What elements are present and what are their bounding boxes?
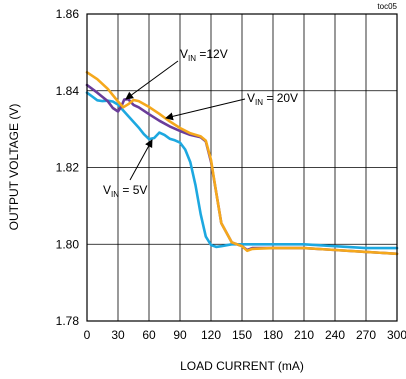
plot-frame bbox=[86, 13, 398, 322]
annotation-label-20v: VIN = 20V bbox=[247, 91, 298, 107]
y-tick-label: 1.82 bbox=[56, 161, 80, 175]
figure-id: toc05 bbox=[377, 2, 397, 11]
series-line-2 bbox=[85, 71, 399, 256]
x-axis-label: LOAD CURRENT (mA) bbox=[180, 359, 304, 373]
x-tick-label: 90 bbox=[173, 328, 187, 342]
x-tick-label: 150 bbox=[232, 328, 252, 342]
x-tick-label: 180 bbox=[263, 328, 283, 342]
y-tick-label: 1.80 bbox=[56, 237, 80, 251]
x-tick-label: 240 bbox=[325, 328, 345, 342]
tick-labels: 0 30 60 90 120 150 180 210 240 270 300 1.78 1.80 1.82… bbox=[56, 7, 406, 342]
x-tick-label: 300 bbox=[387, 328, 406, 342]
y-tick-label: 1.78 bbox=[56, 314, 80, 328]
annotation-label-12v: VIN =12V bbox=[180, 47, 228, 63]
annotation-vin-5v: VIN = 5V bbox=[103, 139, 153, 199]
series-lines bbox=[85, 71, 399, 256]
x-tick-label: 0 bbox=[84, 328, 91, 342]
annotation-vin-20v: VIN = 20V bbox=[165, 91, 298, 121]
annotation-arrow-5v bbox=[129, 139, 153, 181]
annotation-arrow-20v bbox=[165, 98, 246, 121]
x-tick-label: 120 bbox=[201, 328, 221, 342]
x-tick-label: 270 bbox=[356, 328, 376, 342]
series-line-0 bbox=[85, 91, 399, 250]
y-tick-label: 1.86 bbox=[56, 7, 80, 21]
y-axis-label: OUTPUT VOLTAGE (V) bbox=[7, 104, 21, 231]
annotation-arrow-12v bbox=[125, 60, 179, 100]
x-tick-label: 210 bbox=[294, 328, 314, 342]
annotation-vin-12v: VIN =12V bbox=[125, 47, 228, 100]
x-tick-label: 30 bbox=[111, 328, 125, 342]
y-tick-label: 1.84 bbox=[56, 84, 80, 98]
annotation-label-5v: VIN = 5V bbox=[103, 183, 147, 199]
x-tick-label: 60 bbox=[142, 328, 156, 342]
